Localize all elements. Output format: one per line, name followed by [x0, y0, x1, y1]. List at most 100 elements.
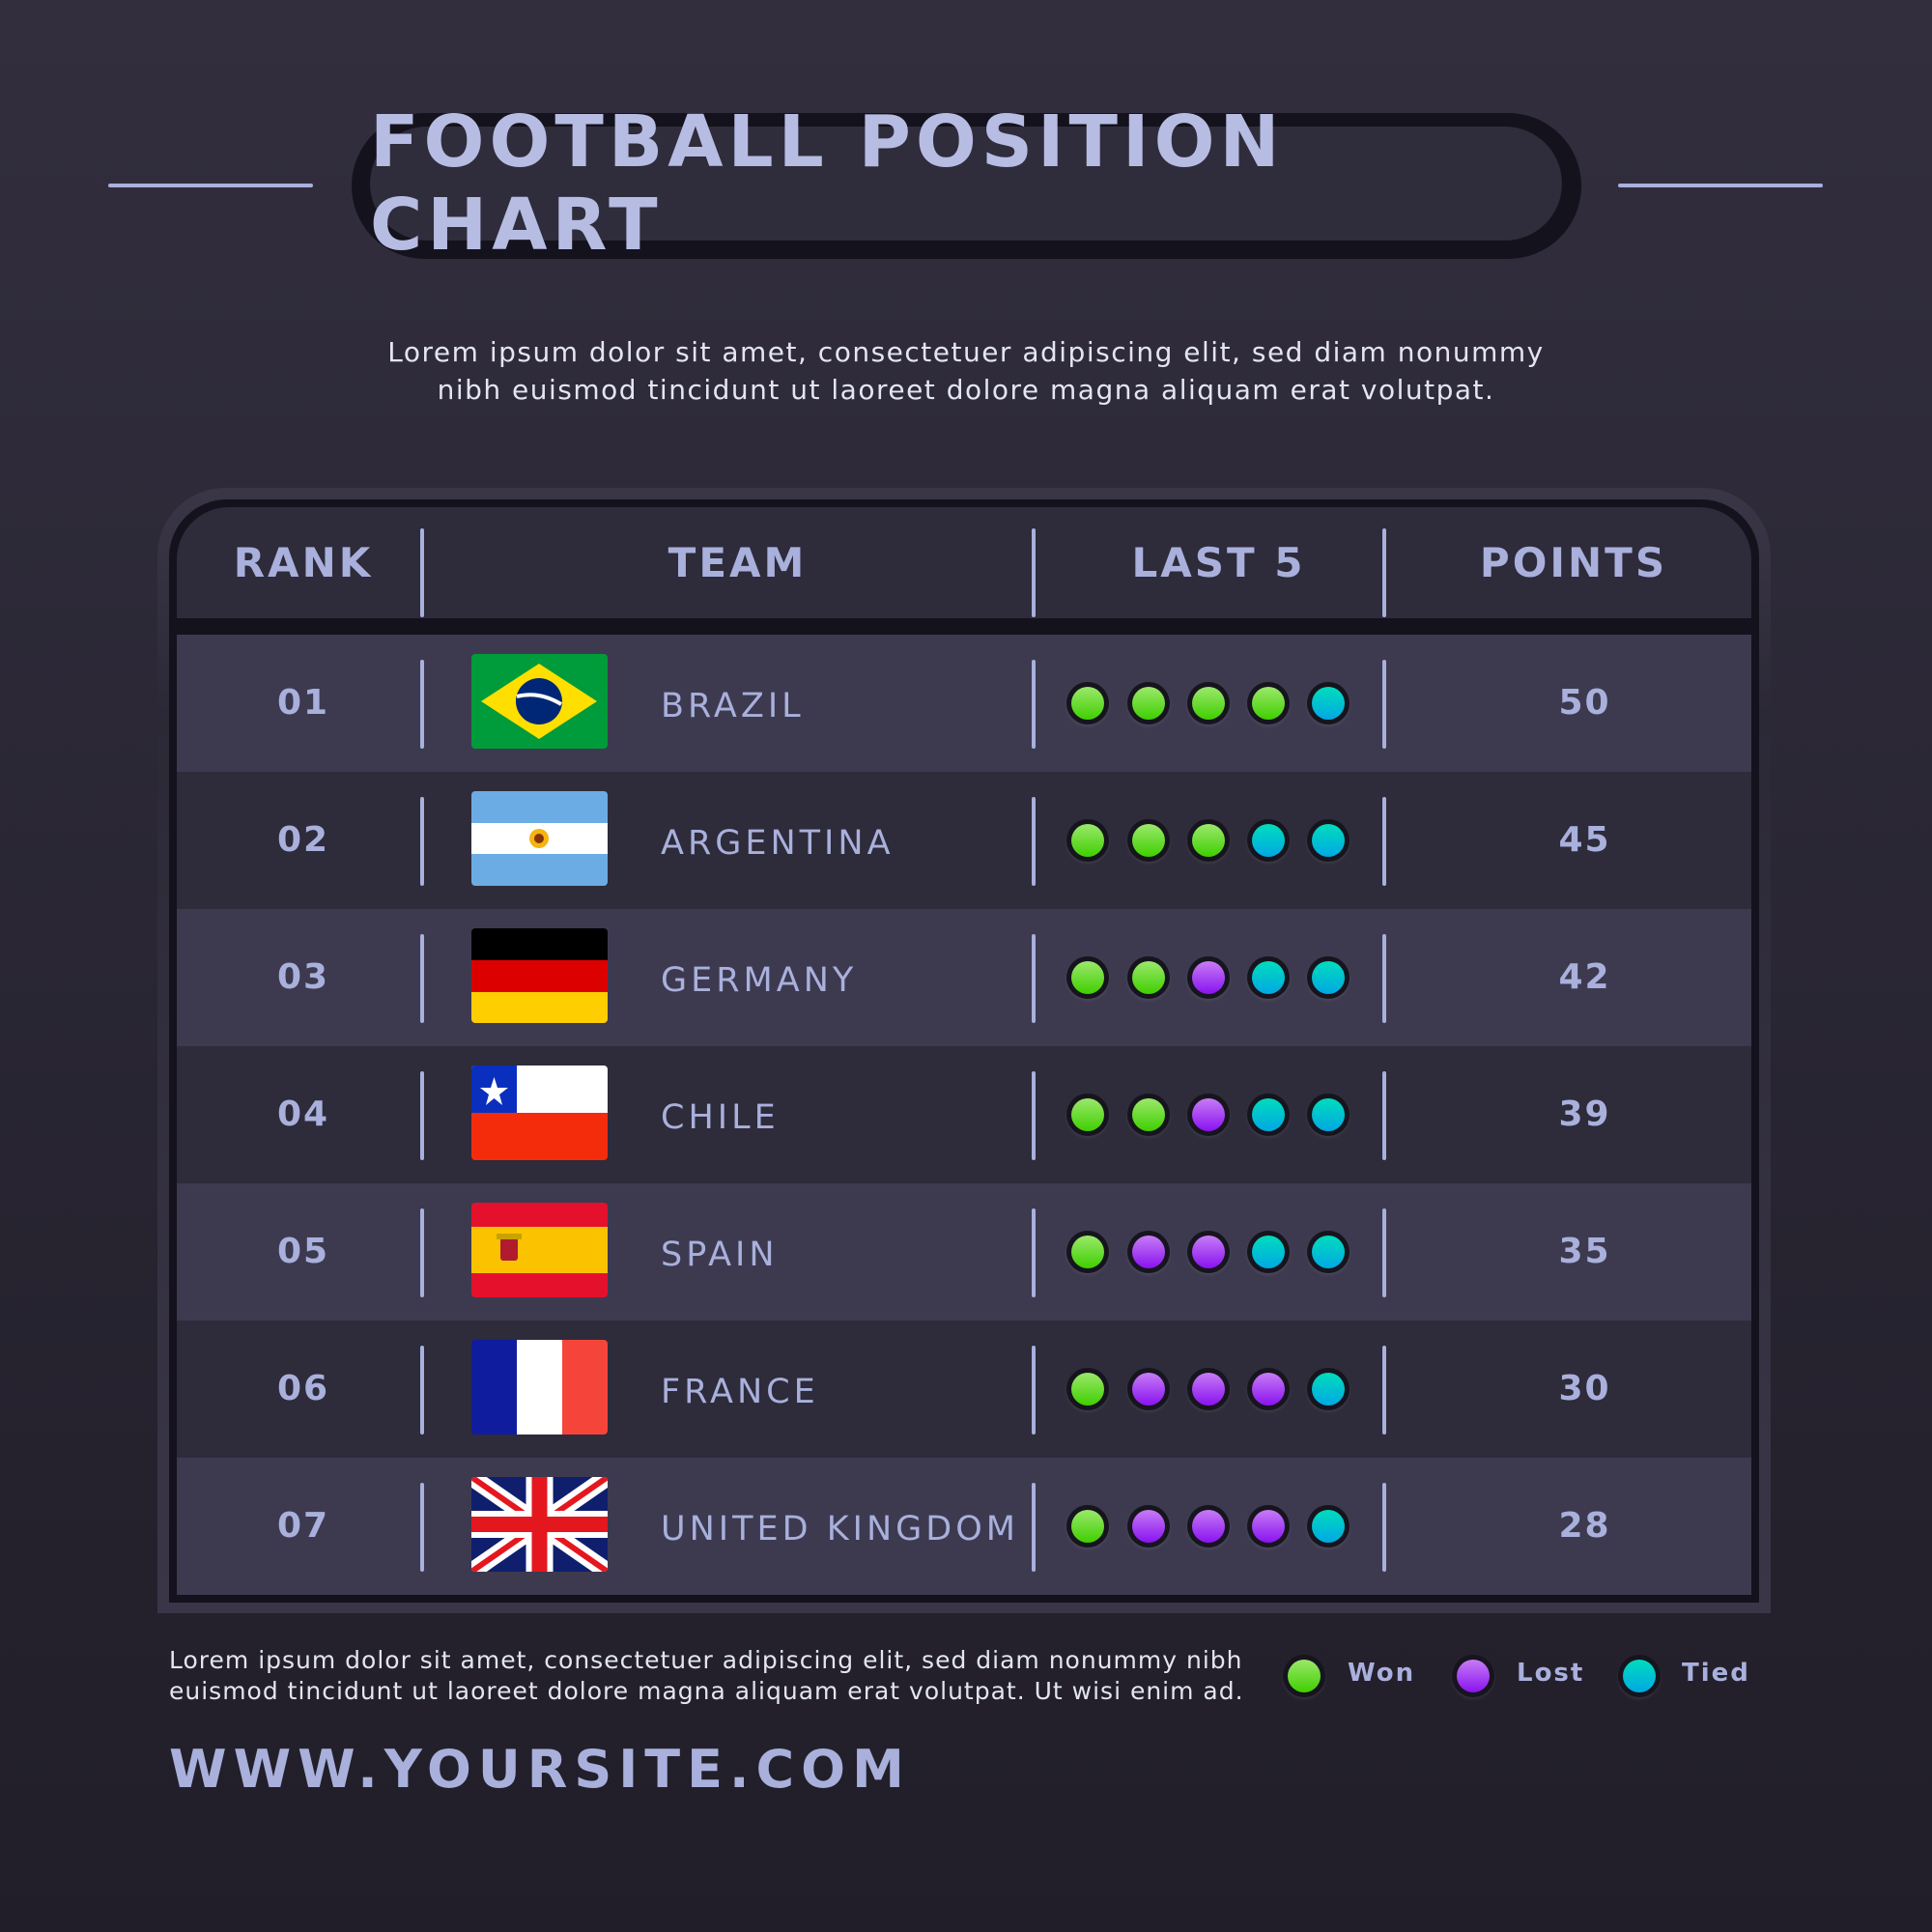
points-cell: 42 [1558, 957, 1611, 997]
spain-flag-icon [471, 1203, 608, 1297]
result-tied-dot-icon [1247, 1231, 1290, 1273]
table-row: 07 UNITED KINGDOM 28 [177, 1458, 1751, 1595]
legend-lost-dot-icon [1452, 1655, 1494, 1697]
title-right-line [1618, 184, 1823, 187]
result-lost-dot-icon [1127, 1505, 1170, 1548]
legend-won-dot-icon [1283, 1655, 1325, 1697]
column-divider [1032, 1346, 1036, 1435]
column-divider [420, 797, 424, 886]
result-won-dot-icon [1187, 819, 1230, 862]
team-name: BRAZIL [661, 687, 805, 725]
united-kingdom-flag-icon [471, 1477, 608, 1572]
result-lost-dot-icon [1187, 1368, 1230, 1410]
column-divider [1032, 660, 1036, 749]
column-divider [1032, 934, 1036, 1023]
footer-line: Lorem ipsum dolor sit amet, consectetuer… [169, 1646, 1243, 1674]
result-tied-dot-icon [1307, 1505, 1350, 1548]
rank-cell: 07 [276, 1506, 330, 1546]
header-rank: RANK [233, 539, 374, 586]
result-won-dot-icon [1187, 682, 1230, 724]
subtitle-line: Lorem ipsum dolor sit amet, consectetuer… [387, 336, 1545, 368]
title-left-line [108, 184, 313, 187]
column-divider [1382, 528, 1386, 617]
rank-cell: 03 [276, 957, 330, 997]
table-row: 05 SPAIN 35 [177, 1183, 1751, 1321]
result-won-dot-icon [1066, 1231, 1109, 1273]
result-won-dot-icon [1127, 682, 1170, 724]
column-divider [420, 660, 424, 749]
rank-cell: 05 [276, 1232, 330, 1271]
rank-cell: 06 [276, 1369, 330, 1408]
team-name: ARGENTINA [661, 824, 895, 863]
result-tied-dot-icon [1307, 1094, 1350, 1136]
team-name: CHILE [661, 1098, 780, 1137]
column-divider [420, 1483, 424, 1572]
result-won-dot-icon [1066, 956, 1109, 999]
rank-cell: 04 [276, 1094, 330, 1134]
result-lost-dot-icon [1187, 1231, 1230, 1273]
subtitle: Lorem ipsum dolor sit amet, consectetuer… [290, 333, 1642, 409]
header-team: TEAM [668, 539, 808, 586]
team-name: UNITED KINGDOM [661, 1510, 1019, 1548]
footer-line: euismod tincidunt ut laoreet dolore magn… [169, 1677, 1244, 1705]
points-cell: 28 [1558, 1506, 1611, 1546]
standings-table: RANK TEAM LAST 5 POINTS 01 BRAZIL 50 02 A… [169, 499, 1759, 1603]
brazil-flag-icon [471, 654, 608, 749]
result-tied-dot-icon [1307, 956, 1350, 999]
column-divider [1382, 1483, 1386, 1572]
result-tied-dot-icon [1307, 682, 1350, 724]
result-tied-dot-icon [1247, 819, 1290, 862]
result-lost-dot-icon [1187, 956, 1230, 999]
subtitle-line: nibh euismod tincidunt ut laoreet dolore… [437, 374, 1495, 406]
points-cell: 50 [1558, 683, 1611, 723]
column-divider [1032, 1071, 1036, 1160]
page-title: FOOTBALL POSITION CHART [370, 100, 1562, 267]
column-divider [420, 528, 424, 617]
table-row: 01 BRAZIL 50 [177, 635, 1751, 772]
table-header: RANK TEAM LAST 5 POINTS [177, 507, 1751, 618]
legend-tied-dot-icon [1618, 1655, 1661, 1697]
result-lost-dot-icon [1127, 1231, 1170, 1273]
result-won-dot-icon [1066, 682, 1109, 724]
footer-text: Lorem ipsum dolor sit amet, consectetuer… [169, 1645, 1251, 1707]
result-tied-dot-icon [1307, 1231, 1350, 1273]
column-divider [1032, 1208, 1036, 1297]
points-cell: 45 [1558, 820, 1611, 860]
column-divider [420, 934, 424, 1023]
team-name: FRANCE [661, 1373, 819, 1411]
result-lost-dot-icon [1247, 1505, 1290, 1548]
points-cell: 39 [1558, 1094, 1611, 1134]
team-name: SPAIN [661, 1236, 779, 1274]
column-divider [420, 1071, 424, 1160]
legend-lost-label: Lost [1517, 1659, 1585, 1688]
legend-tied-label: Tied [1682, 1659, 1750, 1688]
result-won-dot-icon [1247, 682, 1290, 724]
result-lost-dot-icon [1127, 1368, 1170, 1410]
website-url[interactable]: WWW.YOURSITE.COM [169, 1739, 911, 1800]
result-tied-dot-icon [1247, 1094, 1290, 1136]
result-tied-dot-icon [1307, 1368, 1350, 1410]
column-divider [1382, 1208, 1386, 1297]
result-won-dot-icon [1066, 1505, 1109, 1548]
header-last5: LAST 5 [1131, 539, 1306, 586]
result-lost-dot-icon [1247, 1368, 1290, 1410]
result-won-dot-icon [1066, 819, 1109, 862]
result-won-dot-icon [1066, 1094, 1109, 1136]
result-lost-dot-icon [1187, 1505, 1230, 1548]
result-won-dot-icon [1066, 1368, 1109, 1410]
table-row: 04 CHILE 39 [177, 1046, 1751, 1183]
column-divider [1382, 1071, 1386, 1160]
legend-won-label: Won [1348, 1659, 1416, 1688]
points-cell: 30 [1558, 1369, 1611, 1408]
team-name: GERMANY [661, 961, 858, 1000]
column-divider [1382, 1346, 1386, 1435]
germany-flag-icon [471, 928, 608, 1023]
table-row: 02 ARGENTINA 45 [177, 772, 1751, 909]
column-divider [1382, 797, 1386, 886]
rank-cell: 01 [276, 683, 330, 723]
result-tied-dot-icon [1247, 956, 1290, 999]
points-cell: 35 [1558, 1232, 1611, 1271]
column-divider [1382, 660, 1386, 749]
header-points: POINTS [1479, 539, 1668, 586]
result-won-dot-icon [1127, 819, 1170, 862]
